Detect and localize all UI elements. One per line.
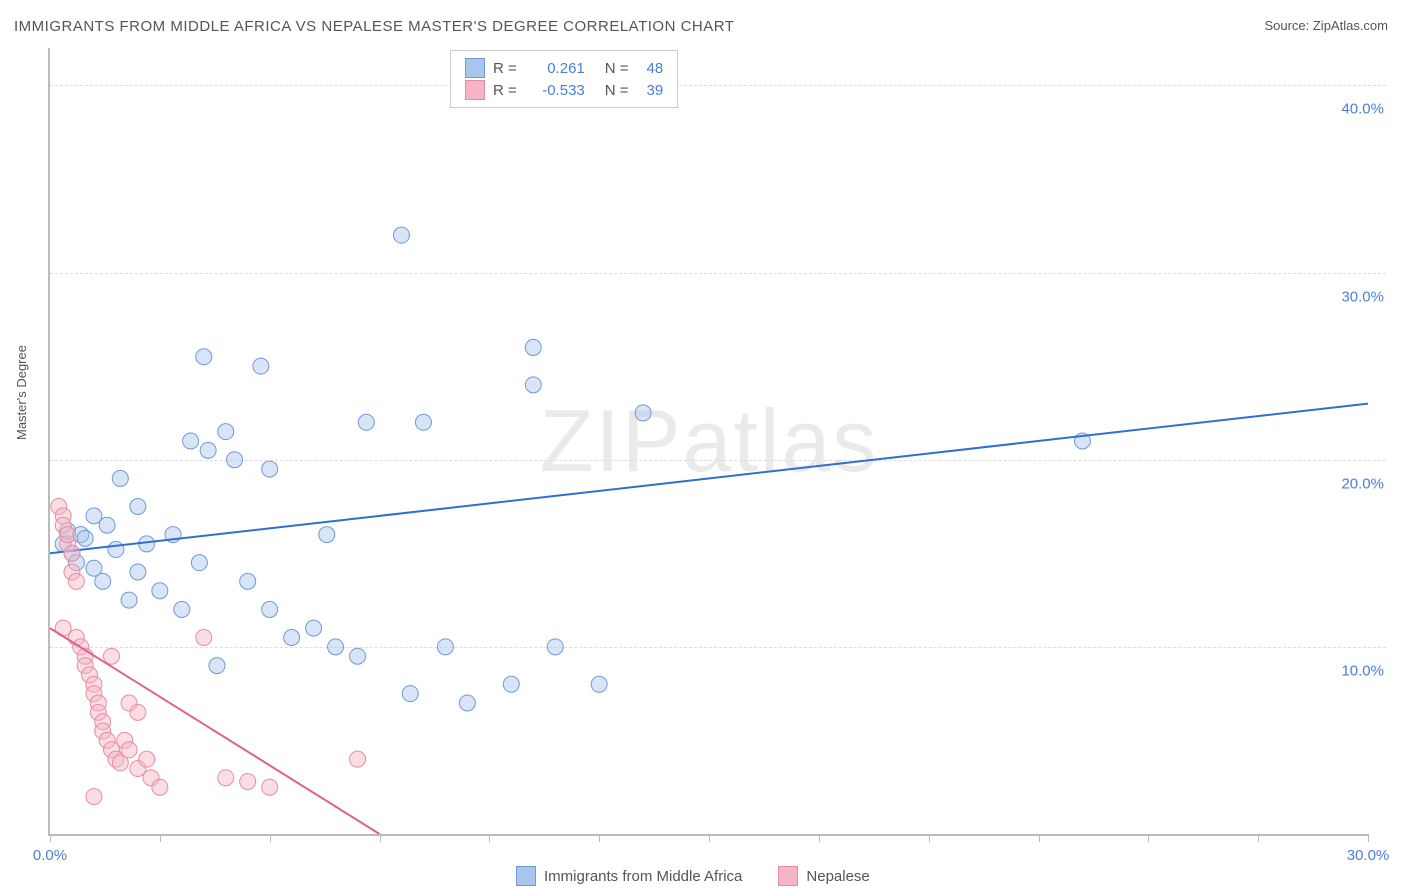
scatter-point xyxy=(139,751,155,767)
regression-line xyxy=(50,404,1368,554)
n-label: N = xyxy=(605,60,629,77)
scatter-point xyxy=(130,564,146,580)
scatter-point xyxy=(253,358,269,374)
scatter-point xyxy=(121,592,137,608)
scatter-point xyxy=(121,742,137,758)
x-tick xyxy=(1148,834,1149,842)
scatter-point xyxy=(196,349,212,365)
x-tick xyxy=(489,834,490,842)
n-value-series1: 48 xyxy=(647,60,664,77)
scatter-point xyxy=(393,227,409,243)
scatter-point xyxy=(240,573,256,589)
source-attribution: Source: ZipAtlas.com xyxy=(1264,18,1388,33)
scatter-point xyxy=(218,770,234,786)
legend-row-series2: R = -0.533 N = 39 xyxy=(465,79,663,101)
n-value-series2: 39 xyxy=(647,82,664,99)
scatter-point xyxy=(415,414,431,430)
legend-label-series2: Nepalese xyxy=(806,868,869,885)
legend-swatch-blue xyxy=(516,866,536,886)
x-tick xyxy=(1039,834,1040,842)
legend-item-series1: Immigrants from Middle Africa xyxy=(516,866,742,886)
scatter-point xyxy=(262,461,278,477)
scatter-point xyxy=(459,695,475,711)
scatter-point xyxy=(262,779,278,795)
correlation-legend: R = 0.261 N = 48 R = -0.533 N = 39 xyxy=(450,50,678,108)
scatter-point xyxy=(437,639,453,655)
scatter-point xyxy=(209,658,225,674)
scatter-point xyxy=(262,601,278,617)
scatter-point xyxy=(635,405,651,421)
x-tick xyxy=(380,834,381,842)
x-tick xyxy=(1368,834,1369,842)
scatter-point xyxy=(196,630,212,646)
r-label: R = xyxy=(493,82,517,99)
scatter-point xyxy=(174,601,190,617)
legend-row-series1: R = 0.261 N = 48 xyxy=(465,57,663,79)
scatter-point xyxy=(64,545,80,561)
scatter-point xyxy=(183,433,199,449)
scatter-point xyxy=(525,377,541,393)
scatter-point xyxy=(319,527,335,543)
scatter-point xyxy=(60,527,76,543)
scatter-point xyxy=(350,751,366,767)
scatter-point xyxy=(86,789,102,805)
scatter-point xyxy=(218,424,234,440)
scatter-point xyxy=(130,704,146,720)
legend-swatch-blue xyxy=(465,58,485,78)
x-tick-label: 0.0% xyxy=(33,847,67,864)
x-tick-label: 30.0% xyxy=(1347,847,1390,864)
scatter-point xyxy=(328,639,344,655)
source-link[interactable]: ZipAtlas.com xyxy=(1313,18,1388,33)
x-tick xyxy=(929,834,930,842)
scatter-point xyxy=(547,639,563,655)
x-tick xyxy=(270,834,271,842)
scatter-plot-svg xyxy=(50,48,1368,834)
plot-area: ZIPatlas 10.0%20.0%30.0%40.0%0.0%30.0% xyxy=(48,48,1368,836)
n-label: N = xyxy=(605,82,629,99)
scatter-point xyxy=(130,499,146,515)
r-value-series1: 0.261 xyxy=(529,60,585,77)
scatter-point xyxy=(402,686,418,702)
source-label: Source: xyxy=(1264,18,1312,33)
r-label: R = xyxy=(493,60,517,77)
series-legend: Immigrants from Middle Africa Nepalese xyxy=(510,866,876,886)
scatter-point xyxy=(104,648,120,664)
x-tick xyxy=(160,834,161,842)
x-tick xyxy=(599,834,600,842)
r-value-series2: -0.533 xyxy=(529,82,585,99)
x-tick xyxy=(1258,834,1259,842)
scatter-point xyxy=(68,573,84,589)
scatter-point xyxy=(591,676,607,692)
legend-swatch-pink xyxy=(465,80,485,100)
scatter-point xyxy=(112,470,128,486)
x-tick xyxy=(50,834,51,842)
scatter-point xyxy=(306,620,322,636)
x-tick xyxy=(819,834,820,842)
scatter-point xyxy=(191,555,207,571)
scatter-point xyxy=(240,774,256,790)
scatter-point xyxy=(358,414,374,430)
scatter-point xyxy=(95,573,111,589)
scatter-point xyxy=(503,676,519,692)
y-axis-title: Master's Degree xyxy=(14,345,29,440)
scatter-point xyxy=(350,648,366,664)
legend-label-series1: Immigrants from Middle Africa xyxy=(544,868,742,885)
scatter-point xyxy=(99,517,115,533)
chart-title: IMMIGRANTS FROM MIDDLE AFRICA VS NEPALES… xyxy=(14,18,734,35)
scatter-point xyxy=(152,779,168,795)
scatter-point xyxy=(108,542,124,558)
legend-swatch-pink xyxy=(778,866,798,886)
scatter-point xyxy=(152,583,168,599)
x-tick xyxy=(709,834,710,842)
scatter-point xyxy=(284,630,300,646)
scatter-point xyxy=(77,530,93,546)
scatter-point xyxy=(525,339,541,355)
legend-item-series2: Nepalese xyxy=(778,866,869,886)
scatter-point xyxy=(227,452,243,468)
scatter-point xyxy=(200,442,216,458)
